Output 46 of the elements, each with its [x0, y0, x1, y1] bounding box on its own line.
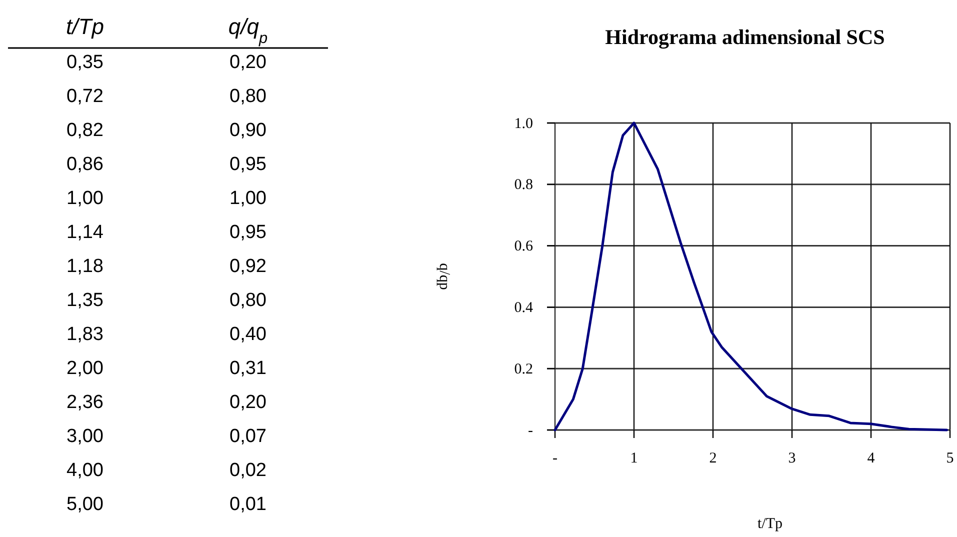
text: 0,31	[230, 358, 266, 379]
text: 0,01	[230, 494, 266, 515]
chart-title: Hidrograma adimensional SCS	[605, 25, 885, 49]
y-tick-label: -	[528, 422, 533, 439]
x-tick-label: 4	[867, 450, 876, 467]
text: 0,02	[230, 460, 266, 481]
x-tick-label: -	[552, 450, 558, 467]
category-label: 4,00	[66, 460, 104, 481]
text: 0,40	[230, 324, 266, 345]
text: 1,00	[230, 188, 266, 209]
x-tick-label: 1	[630, 450, 638, 467]
text: 0,92	[230, 256, 266, 277]
category-label: 1,14	[66, 222, 104, 243]
category-label: 3,00	[66, 426, 104, 447]
x-tick-label: 3	[788, 450, 796, 467]
y-tick-label: 0.2	[514, 361, 533, 378]
x-axis-title: t/Tp	[758, 516, 782, 532]
category-label: 2,36	[66, 392, 104, 413]
category-label: 1,83	[66, 324, 104, 345]
x-tick-label: 5	[946, 450, 954, 467]
y-tick-label: 0.8	[514, 177, 533, 194]
y-tick-label: 0.6	[514, 238, 534, 255]
y-tick-label: 1.0	[514, 116, 533, 132]
text: q/q$_{p}$	[228, 14, 268, 46]
y-axis-title: q/qp	[436, 263, 452, 290]
category-label: 2,00	[66, 358, 104, 379]
text: 0,20	[230, 392, 266, 413]
category-label: 1,18	[66, 256, 104, 277]
text: 0,07	[230, 426, 266, 447]
category-label: 0,82	[66, 120, 104, 141]
text: 0,90	[230, 120, 266, 141]
category-label: 0,86	[66, 154, 104, 175]
category-label: 1,35	[66, 290, 104, 311]
category-label: 0,72	[66, 86, 104, 107]
text: 0,80	[230, 290, 266, 311]
text: 0,95	[230, 222, 266, 243]
category-label: 1,00	[66, 188, 104, 209]
text: 0,95	[230, 154, 266, 175]
x-tick-label: 2	[709, 450, 717, 467]
line-series	[554, 122, 948, 432]
y-tick-label: 0.4	[514, 300, 534, 316]
category-label: 5,00	[66, 494, 104, 515]
category-label: 0,35	[66, 52, 104, 73]
text: 0,80	[230, 86, 266, 107]
text: 0,20	[230, 52, 266, 73]
text: t/Tp	[66, 14, 104, 39]
